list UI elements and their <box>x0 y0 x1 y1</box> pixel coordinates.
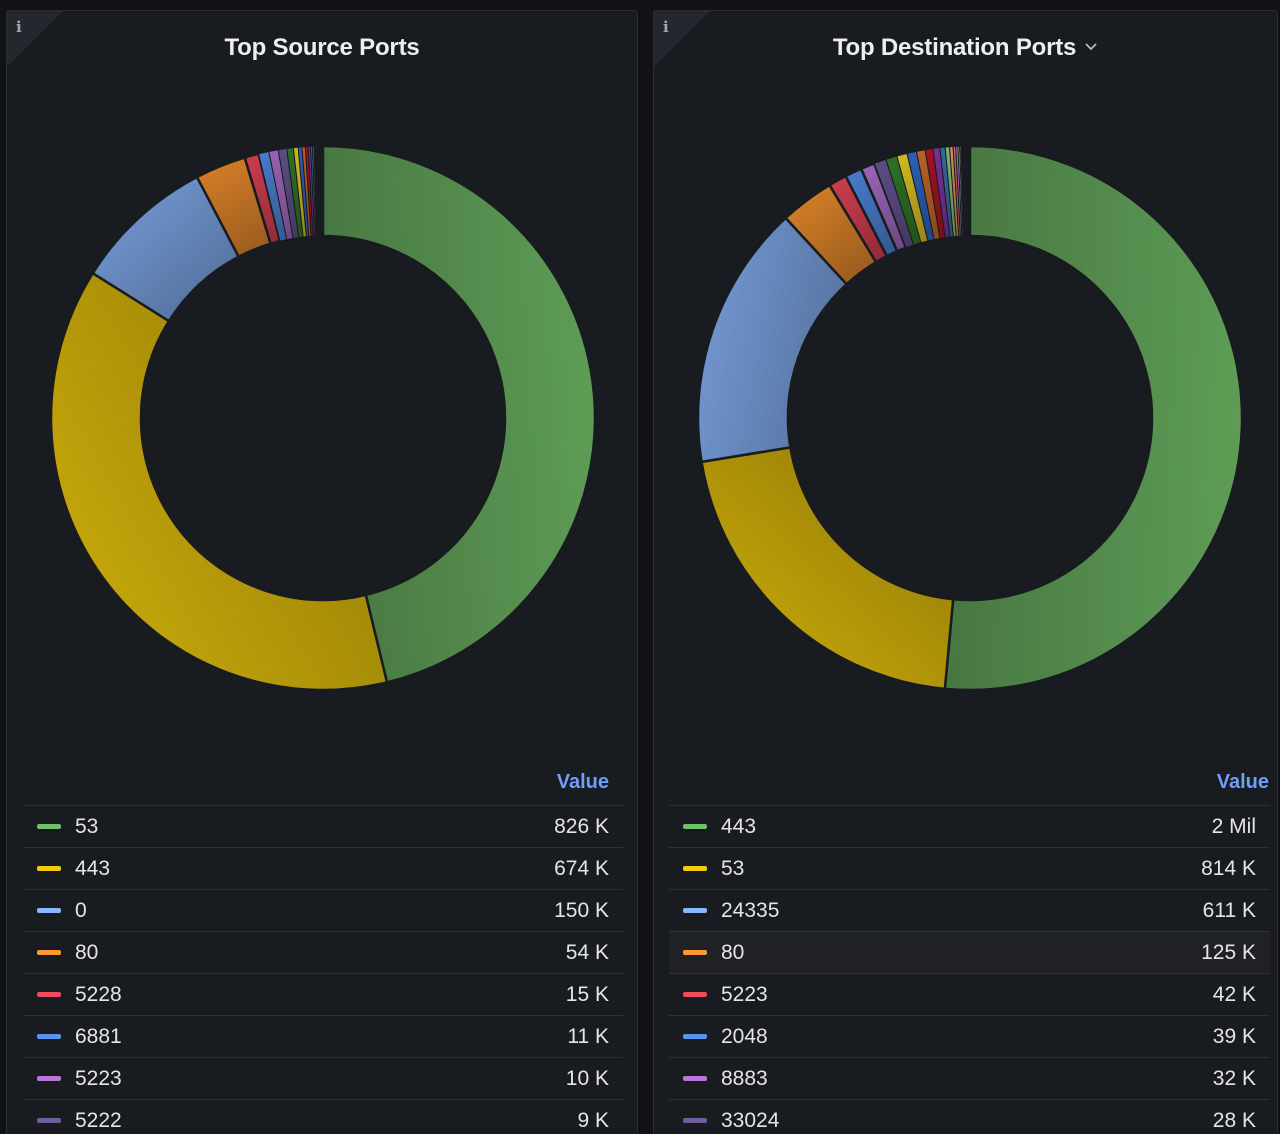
panel-title-text[interactable]: Top Source Ports <box>224 34 420 61</box>
legend-row[interactable]: 80 54 K <box>23 931 623 973</box>
legend-label[interactable]: 53 <box>721 857 745 880</box>
donut-chart-destination[interactable] <box>654 11 1278 731</box>
legend-swatch[interactable] <box>683 824 707 829</box>
legend-value: 814 K <box>1201 857 1256 880</box>
legend-swatch[interactable] <box>37 950 61 955</box>
legend-value: 54 K <box>565 941 609 964</box>
legend-value: 32 K <box>1212 1067 1256 1090</box>
panel-info-corner[interactable] <box>7 11 63 67</box>
legend-label[interactable]: 80 <box>721 941 745 964</box>
legend-label[interactable]: 6881 <box>75 1025 122 1048</box>
legend-value: 11 K <box>567 1025 609 1048</box>
info-icon[interactable]: i <box>663 18 669 36</box>
donut-slice-other-14[interactable] <box>960 145 966 237</box>
legend-value: 10 K <box>565 1067 609 1090</box>
legend-swatch[interactable] <box>37 1034 61 1039</box>
legend-value: 674 K <box>554 857 609 880</box>
donut-slice-53[interactable] <box>700 446 955 691</box>
donut-slice-443[interactable] <box>49 271 389 692</box>
legend-source: 53 826 K 443 674 K 0 150 K 80 54 K 5228 15 K 6881 1… <box>23 805 623 1134</box>
legend-label[interactable]: 5223 <box>721 983 768 1006</box>
legend-value: 611 K <box>1202 899 1256 922</box>
legend-row[interactable]: 6881 11 K <box>23 1015 623 1057</box>
legend-label[interactable]: 80 <box>75 941 99 964</box>
legend-row[interactable]: 33024 28 K <box>669 1099 1270 1134</box>
legend-row[interactable]: 2048 39 K <box>669 1015 1270 1057</box>
legend-row[interactable]: 0 150 K <box>23 889 623 931</box>
legend-swatch[interactable] <box>683 1034 707 1039</box>
legend-label[interactable]: 24335 <box>721 899 780 922</box>
legend-swatch[interactable] <box>37 992 61 997</box>
legend-row[interactable]: 80 125 K <box>669 931 1270 973</box>
legend-destination: 443 2 Mil 53 814 K 24335 611 K 80 125 K 5223 42 K… <box>669 805 1270 1134</box>
legend-swatch[interactable] <box>37 1118 61 1123</box>
panel-title[interactable]: Top Destination Ports <box>654 34 1277 62</box>
legend-swatch[interactable] <box>683 866 707 871</box>
top-source-ports-panel: i Top Source Ports Value 53 826 K 443 674 K… <box>6 10 638 1134</box>
donut-slice-443[interactable] <box>943 144 1244 692</box>
legend-value: 39 K <box>1212 1025 1256 1048</box>
legend-row[interactable]: 5223 42 K <box>669 973 1270 1015</box>
legend-swatch[interactable] <box>37 1076 61 1081</box>
top-destination-ports-panel: i Top Destination Ports Value 443 2 Mil 53… <box>653 10 1278 1134</box>
legend-swatch[interactable] <box>683 908 707 913</box>
legend-row[interactable]: 443 2 Mil <box>669 805 1270 847</box>
info-icon[interactable]: i <box>16 18 22 36</box>
panel-info-corner[interactable] <box>654 11 710 67</box>
legend-swatch[interactable] <box>683 950 707 955</box>
chevron-down-icon[interactable] <box>1084 42 1098 51</box>
legend-swatch[interactable] <box>37 824 61 829</box>
legend-value: 125 K <box>1201 941 1256 964</box>
legend-row[interactable]: 53 814 K <box>669 847 1270 889</box>
donut-slice-other-9[interactable] <box>313 145 319 237</box>
legend-label[interactable]: 443 <box>75 857 111 880</box>
legend-value: 2 Mil <box>1211 815 1256 838</box>
legend-value-header[interactable]: Value <box>1216 771 1269 793</box>
legend-label[interactable]: 2048 <box>721 1025 768 1048</box>
legend-value: 15 K <box>565 983 609 1006</box>
legend-label[interactable]: 443 <box>721 815 757 838</box>
legend-value: 826 K <box>554 815 609 838</box>
legend-value: 28 K <box>1212 1109 1256 1132</box>
legend-value: 150 K <box>554 899 609 922</box>
legend-label[interactable]: 8883 <box>721 1067 768 1090</box>
legend-row[interactable]: 5228 15 K <box>23 973 623 1015</box>
legend-label[interactable]: 0 <box>75 899 87 922</box>
legend-row[interactable]: 24335 611 K <box>669 889 1270 931</box>
legend-value-header[interactable]: Value <box>556 771 609 793</box>
legend-row[interactable]: 443 674 K <box>23 847 623 889</box>
legend-swatch[interactable] <box>683 1076 707 1081</box>
legend-label[interactable]: 53 <box>75 815 99 838</box>
legend-label[interactable]: 5223 <box>75 1067 122 1090</box>
donut-slice-53[interactable] <box>321 144 597 684</box>
legend-label[interactable]: 5228 <box>75 983 122 1006</box>
legend-label[interactable]: 33024 <box>721 1109 780 1132</box>
donut-chart-source[interactable] <box>7 11 638 731</box>
legend-row[interactable]: 5223 10 K <box>23 1057 623 1099</box>
legend-swatch[interactable] <box>683 992 707 997</box>
legend-swatch[interactable] <box>37 908 61 913</box>
panel-title-text[interactable]: Top Destination Ports <box>832 34 1077 61</box>
legend-swatch[interactable] <box>683 1118 707 1123</box>
panel-title[interactable]: Top Source Ports <box>7 34 637 62</box>
legend-row[interactable]: 8883 32 K <box>669 1057 1270 1099</box>
legend-swatch[interactable] <box>37 866 61 871</box>
legend-label[interactable]: 5222 <box>75 1109 122 1132</box>
legend-value: 42 K <box>1212 983 1256 1006</box>
legend-value: 9 K <box>577 1109 609 1132</box>
legend-row[interactable]: 5222 9 K <box>23 1099 623 1134</box>
legend-row[interactable]: 53 826 K <box>23 805 623 847</box>
